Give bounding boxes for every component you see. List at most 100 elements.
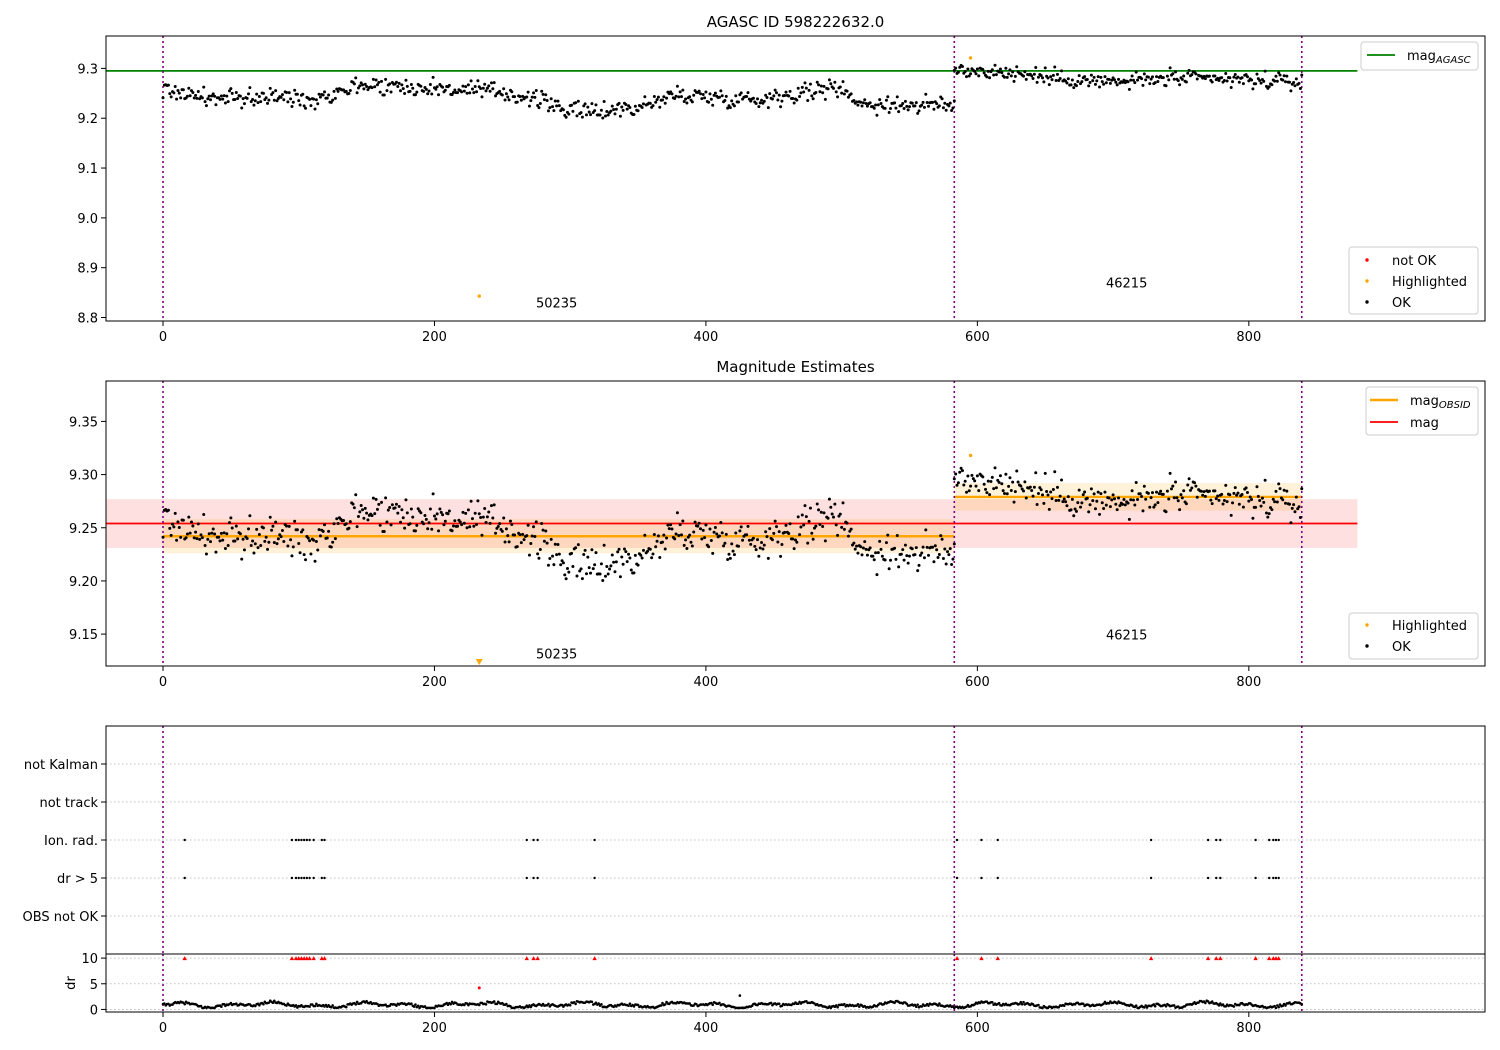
ok-point	[1035, 502, 1039, 506]
ok-point	[538, 547, 542, 551]
ok-point	[883, 558, 887, 562]
dr-point	[1115, 1002, 1119, 1005]
ok-point	[605, 565, 609, 569]
ok-point	[1005, 492, 1009, 496]
dr-point	[410, 1002, 413, 1005]
ok-point	[426, 527, 430, 531]
ok-point	[1217, 78, 1221, 82]
ok-point	[526, 523, 530, 527]
ok-point	[202, 85, 206, 89]
ok-point	[959, 466, 963, 470]
ok-point	[1231, 80, 1235, 84]
x-tick-label: 200	[422, 675, 447, 690]
ok-point	[279, 535, 283, 539]
dr-point	[627, 1004, 630, 1008]
legend-label-main: mag	[1410, 394, 1439, 409]
ok-point	[451, 524, 455, 528]
dr-clipped-marker	[1276, 956, 1281, 961]
ok-point	[575, 574, 579, 578]
ok-point	[1180, 77, 1184, 81]
ok-point	[1172, 77, 1176, 81]
ok-point	[515, 545, 519, 549]
ok-point	[787, 94, 791, 98]
ok-point	[655, 98, 659, 102]
ok-point	[1138, 492, 1142, 496]
ok-point	[188, 531, 192, 535]
ok-point	[537, 556, 541, 560]
dr-point	[285, 1004, 288, 1007]
ok-point	[233, 539, 237, 543]
ok-point	[309, 552, 313, 556]
ok-point	[168, 526, 172, 530]
ok-point	[259, 543, 263, 547]
ok-point	[1011, 70, 1015, 74]
ok-point	[701, 93, 705, 97]
ok-point	[1095, 499, 1099, 503]
ok-point	[845, 521, 849, 525]
ok-point	[826, 516, 830, 520]
ok-point	[1009, 489, 1013, 493]
y-tick-label: 9.2	[77, 112, 98, 127]
ok-point	[780, 542, 784, 546]
ok-point	[466, 83, 470, 87]
ok-point	[476, 79, 480, 83]
ok-point	[1300, 73, 1304, 77]
ok-point	[838, 512, 842, 516]
dr-point	[1232, 1005, 1236, 1008]
ok-point	[924, 528, 928, 532]
ok-point	[674, 94, 678, 98]
ok-point	[889, 558, 893, 562]
ok-point	[811, 97, 815, 101]
ok-point	[423, 513, 427, 517]
ok-point	[586, 105, 590, 109]
ok-point	[559, 563, 563, 567]
dr-point	[663, 1003, 667, 1006]
ok-point	[195, 96, 199, 100]
ok-point	[817, 83, 821, 87]
ok-point	[944, 108, 948, 112]
ok-point	[1168, 66, 1172, 70]
ok-point	[358, 84, 362, 88]
ok-point	[1275, 79, 1279, 83]
ok-point	[1245, 75, 1249, 79]
ok-point	[724, 532, 728, 536]
ok-point	[932, 560, 936, 564]
ok-point	[758, 101, 762, 105]
ok-point	[1176, 79, 1180, 83]
ok-point	[675, 511, 679, 515]
dr-point	[262, 1002, 265, 1006]
ok-point	[465, 91, 469, 95]
ok-point	[1088, 503, 1092, 507]
ok-point	[203, 100, 207, 104]
ok-point	[1210, 502, 1214, 506]
ok-point	[1107, 496, 1111, 500]
ok-point	[485, 86, 489, 90]
ok-point	[504, 92, 508, 96]
ok-point	[757, 554, 761, 558]
ok-point	[1126, 501, 1130, 505]
ok-point	[409, 507, 413, 511]
ok-point	[218, 539, 222, 543]
ok-point	[760, 541, 764, 545]
ok-point	[993, 63, 997, 67]
ok-point	[1236, 75, 1240, 79]
ok-point	[628, 556, 632, 560]
ok-point	[236, 97, 240, 101]
ok-point	[561, 108, 565, 112]
ok-point	[962, 483, 966, 487]
ok-point	[506, 534, 510, 538]
ok-point	[605, 109, 609, 113]
ok-point	[251, 98, 255, 102]
ok-point	[876, 551, 880, 555]
ok-point	[722, 544, 726, 548]
ok-point	[724, 94, 728, 98]
ok-point	[397, 81, 401, 85]
ok-point	[424, 87, 428, 91]
ok-point	[1134, 481, 1138, 485]
ok-point	[1195, 495, 1199, 499]
ok-point	[1146, 75, 1150, 79]
ok-point	[446, 512, 450, 516]
ok-point	[829, 82, 833, 86]
ok-point	[1083, 75, 1087, 79]
ok-point	[1134, 70, 1138, 74]
